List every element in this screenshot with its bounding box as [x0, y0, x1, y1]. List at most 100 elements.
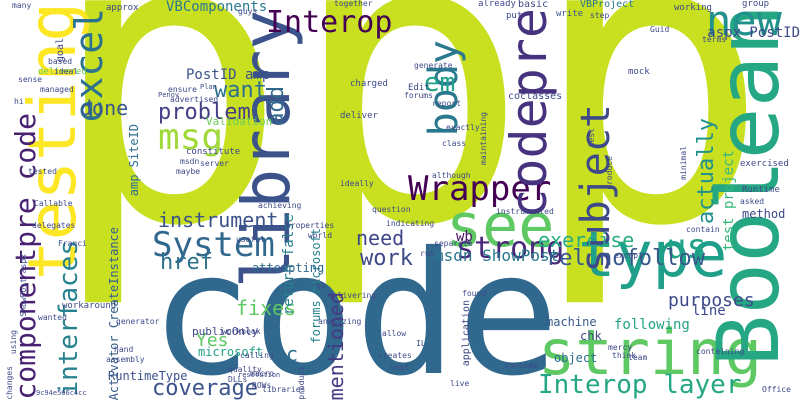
cloud-word: string — [538, 316, 762, 389]
cloud-word: quality — [228, 365, 262, 374]
cloud-word: exercised — [740, 159, 789, 169]
cloud-word: purposes — [668, 290, 755, 311]
cloud-word: Interop layer — [538, 370, 742, 400]
cloud-word: class — [442, 139, 467, 148]
cloud-word: group — [742, 0, 770, 9]
cloud-word: live — [450, 379, 470, 388]
cloud-word: together — [334, 0, 373, 8]
cloud-word: product — [297, 366, 306, 400]
cloud-word: publicOnly — [192, 325, 259, 338]
cloud-word: Interop — [266, 5, 393, 40]
cloud-word: working — [674, 3, 712, 13]
cloud-word: guys — [238, 7, 258, 16]
cloud-word: report — [432, 99, 461, 108]
cloud-word: machine — [546, 315, 597, 329]
cloud-word: test project — [721, 150, 737, 252]
cloud-word: managed — [40, 85, 74, 94]
cloud-word: mock — [628, 67, 650, 77]
cloud-word: server — [200, 159, 229, 168]
cloud-word: deliver — [340, 111, 378, 121]
cloud-word: em — [424, 68, 456, 98]
cloud-word: separate — [434, 239, 473, 248]
cloud-word: ideal — [54, 67, 79, 76]
cloud-word: exactly — [446, 123, 480, 132]
cloud-word: Franci — [58, 239, 87, 248]
cloud-word: System — [152, 225, 275, 265]
cloud-word: RuntimeType — [108, 369, 188, 383]
cloud-word: except — [614, 251, 643, 260]
cloud-word: team — [628, 353, 648, 362]
cloud-word: following — [614, 317, 690, 333]
cloud-word: ensure — [168, 85, 197, 94]
cloud-word: delivered — [38, 67, 87, 77]
cloud-word: generate — [414, 61, 453, 70]
cloud-word: chk — [580, 329, 602, 343]
cloud-word: useful — [236, 235, 265, 244]
cloud-word: achieving — [258, 201, 302, 210]
cloud-word: run — [420, 249, 435, 258]
cloud-word: hi — [14, 97, 24, 106]
cloud-word: maybe — [176, 167, 201, 176]
cloud-word: Guid — [650, 25, 670, 34]
cloud-word: DLLs — [228, 375, 248, 384]
cloud-word: indicating — [386, 219, 435, 228]
cloud-word: properties — [286, 221, 335, 230]
cloud-word: approx — [106, 3, 139, 13]
cloud-word: coclasses — [508, 91, 563, 102]
cloud-word: workaround — [62, 301, 117, 311]
cloud-word: forums — [404, 91, 433, 100]
cloud-word: rel nofollow — [546, 246, 705, 271]
cloud-word: terms — [702, 35, 727, 44]
cloud-word: attempting — [252, 261, 325, 275]
cloud-word: changes — [5, 366, 14, 400]
cloud-word: Validation — [206, 115, 273, 128]
cloud-word: msdn ShowPost — [434, 246, 560, 265]
cloud-word: asked — [740, 197, 765, 206]
cloud-word: Yes — [196, 330, 229, 351]
cloud-word: produce — [605, 156, 614, 190]
cloud-word: 9c94e566c4cc — [36, 389, 87, 397]
cloud-word: assembly — [106, 355, 145, 364]
cloud-word: instrument — [158, 208, 279, 232]
cloud-word: question — [372, 205, 411, 214]
cloud-word: maintaining — [479, 112, 488, 165]
cloud-word: see — [446, 191, 555, 261]
cloud-word: although — [432, 171, 471, 180]
cloud-word: application — [461, 300, 472, 367]
cloud-word: us — [666, 227, 707, 267]
cloud-word: minimal — [679, 146, 688, 180]
cloud-word: ShowPost aspx — [19, 254, 28, 317]
cloud-word: Callable — [34, 199, 73, 208]
cloud-word: want — [214, 78, 267, 103]
cloud-word: coverage — [152, 376, 258, 400]
cloud-word: done — [80, 96, 129, 120]
cloud-word: found — [462, 289, 487, 298]
cloud-word: next — [390, 363, 410, 372]
cloud-word: c — [286, 342, 299, 366]
cloud-word: PostID amp — [186, 67, 271, 83]
cloud-word: already — [478, 0, 516, 9]
cloud-word: put — [506, 11, 523, 21]
cloud-word: IL — [416, 339, 426, 348]
cloud-word: ideally — [340, 179, 374, 188]
cloud-word: exercise — [538, 228, 635, 252]
cloud-word: using — [9, 330, 18, 355]
cloud-word: generator — [116, 317, 160, 326]
cloud-word: work — [360, 246, 413, 271]
cloud-word: workbook — [222, 327, 261, 336]
cloud-word: basic — [518, 0, 549, 10]
cloud-word: constitute — [186, 147, 241, 157]
cloud-word: contain — [686, 225, 720, 234]
cloud-word: allow — [382, 329, 407, 338]
cloud-word: instrumented — [496, 207, 554, 216]
cloud-word: type — [578, 218, 728, 291]
cloud-word: mercy — [608, 343, 633, 352]
cloud-word: mentioned — [324, 291, 348, 400]
cloud-word: calling — [240, 351, 274, 360]
cloud-word: msdn — [180, 157, 200, 166]
cloud-word: Penov — [158, 91, 180, 99]
cloud-word: Edit — [408, 83, 430, 93]
cloud-word: hand — [114, 345, 134, 354]
cloud-word: write — [556, 9, 584, 19]
cloud-word: libraries — [262, 385, 306, 394]
